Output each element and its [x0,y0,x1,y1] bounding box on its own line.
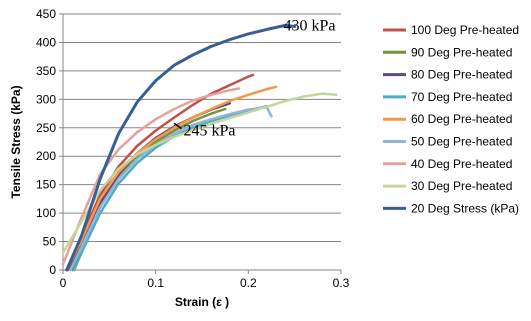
legend-label: 30 Deg Pre-heated [411,179,512,193]
y-tick-label: 300 [36,92,56,106]
series-line-8 [65,23,297,272]
y-tick-labels: 0 50 100 150 200 250 300 350 400 450 [36,7,56,277]
series-line-5 [69,106,273,272]
y-tick-label: 0 [49,263,56,277]
legend-label: 90 Deg Pre-heated [411,45,512,59]
x-tick-label: 0.1 [147,276,164,290]
legend-label: 20 Deg Stress (kPa) [411,201,519,215]
legend-label: 50 Deg Pre-heated [411,135,512,149]
series-line-7 [61,92,338,255]
y-tick-label: 100 [36,206,56,220]
x-tick-label: 0.2 [240,276,257,290]
x-tick-labels: 0 0.1 0.2 0.3 [60,276,350,290]
series-lines [61,23,338,272]
y-axis-title: Tensile Stress (kPa) [9,85,23,198]
series-line-0 [65,73,255,272]
legend-label: 80 Deg Pre-heated [411,68,512,82]
legend: 100 Deg Pre-heated 90 Deg Pre-heated 80 De… [383,23,519,215]
series-line-6 [61,87,241,266]
y-tick-label: 250 [36,121,56,135]
series-line-4 [65,85,278,272]
y-tick-label: 50 [43,235,57,249]
x-axis-title: Strain (ε ) [175,295,229,309]
x-tick-label: 0.3 [333,276,350,290]
y-tick-label: 350 [36,64,56,78]
legend-label: 70 Deg Pre-heated [411,90,512,104]
annotation-label: 430 kPa [284,17,336,34]
y-tick-label: 150 [36,178,56,192]
x-tick-label: 0 [60,276,67,290]
legend-label: 40 Deg Pre-heated [411,157,512,171]
legend-label: 60 Deg Pre-heated [411,112,512,126]
y-tick-label: 200 [36,149,56,163]
legend-label: 100 Deg Pre-heated [411,23,519,37]
annotation-label: 245 kPa [183,123,235,140]
annotation-arrow [173,122,182,130]
annotations: 430 kPa 245 kPa [173,17,336,140]
axes [62,14,341,271]
y-tick-label: 400 [36,35,56,49]
y-tick-label: 450 [36,7,56,21]
